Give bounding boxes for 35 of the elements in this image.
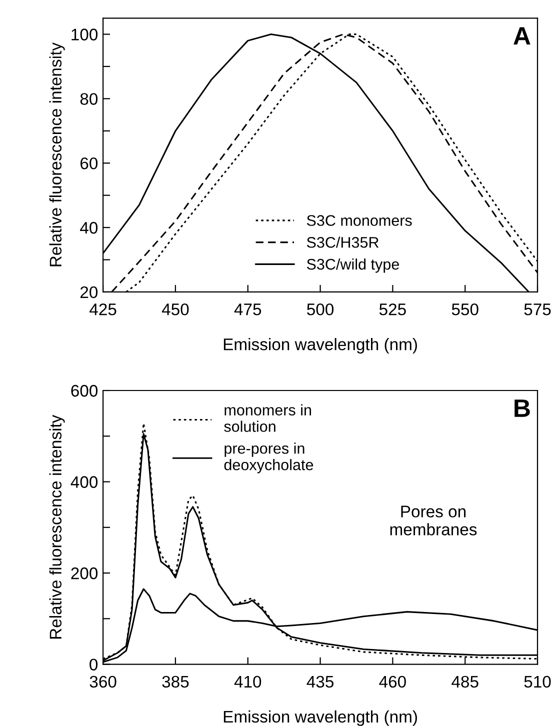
x-tick-label: 575 (524, 304, 551, 316)
annotation: A (514, 27, 530, 44)
x-tick-label: 475 (234, 304, 262, 316)
legend-label: pre-pores in deoxycholate (224, 442, 314, 474)
y-tick-label: 40 (80, 222, 98, 234)
x-tick-label: 550 (452, 303, 478, 316)
x-tick-label: 500 (307, 303, 334, 316)
x-tick-label: 485 (452, 676, 478, 688)
x-tick-label: 385 (162, 676, 189, 688)
x-tick-label: 525 (379, 303, 406, 316)
legend-label: S3C monomers (306, 215, 412, 226)
legend-label: monomers in solution (224, 404, 311, 432)
y-tick-label: 0 (90, 658, 98, 670)
y-tick-label: 20 (80, 286, 98, 298)
legend-label: S3C/H35R (306, 236, 379, 248)
x-tick-label: 450 (162, 303, 189, 316)
x-tick-label: 425 (90, 303, 116, 316)
x-tick-label: 360 (90, 676, 116, 688)
x-tick-label: 460 (379, 676, 406, 688)
y-tick-label: 400 (70, 476, 98, 488)
y-tick-label: 200 (71, 567, 98, 580)
y-tick-label: 100 (72, 28, 98, 40)
y-tick-label: 600 (71, 384, 98, 397)
legend-label: S3C/wild type (306, 258, 399, 273)
y-axis-title: Relative fluorescence intensity (49, 42, 65, 266)
x-tick-label: 510 (524, 676, 551, 688)
annotation: B (514, 400, 530, 417)
y-tick-label: 60 (80, 158, 98, 170)
annotation: Pores on membranes (390, 506, 477, 536)
x-tick-label: 435 (306, 676, 334, 688)
y-axis-title: Relative fluorescence intensity (49, 414, 65, 639)
x-tick-label: 410 (234, 676, 262, 688)
y-tick-label: 80 (80, 93, 98, 105)
x-axis-title: Emission wavelength (nm) (224, 710, 417, 726)
x-axis-title: Emission wavelength (nm) (224, 338, 417, 354)
